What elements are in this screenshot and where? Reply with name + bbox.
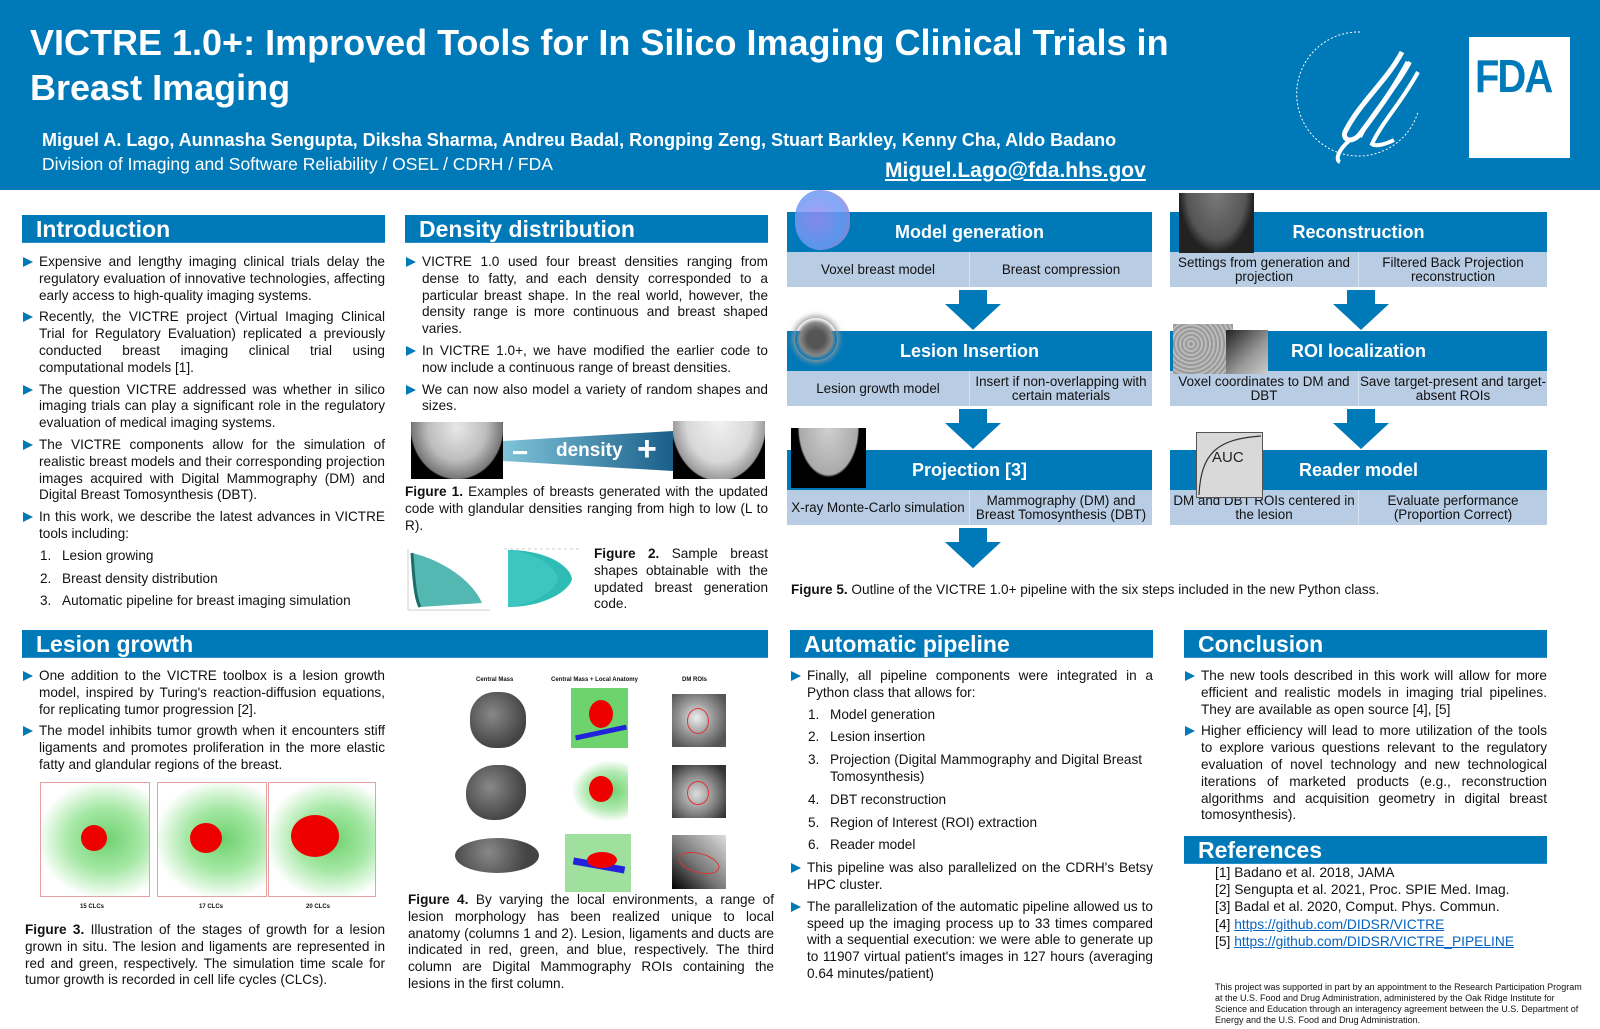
- list-item: 6. Reader model: [808, 837, 916, 853]
- list-item: 5. Region of Interest (ROI) extraction: [808, 814, 1038, 830]
- list-item: 2. Breast density distribution: [40, 570, 218, 586]
- dm-roi-2-image: [672, 765, 726, 818]
- lesion-growth-body: One addition to the VICTRE toolbox is a …: [22, 668, 385, 779]
- bullet: Recently, the VICTRE project (Virtual Im…: [22, 309, 385, 376]
- central-mass-3-image: [455, 838, 539, 873]
- bullet: The question VICTRE addressed was whethe…: [22, 382, 385, 432]
- bullet: Expensive and lengthy imaging clinical t…: [22, 254, 385, 304]
- figure-2-caption: Figure 2. Sample breast shapes obtainabl…: [594, 546, 768, 612]
- list-item: 2. Lesion insertion: [808, 729, 926, 745]
- panel-label: 17 CLCs: [199, 904, 224, 910]
- fda-logo: FDA: [1469, 37, 1570, 158]
- local-anatomy-2-image: [571, 760, 628, 822]
- bullet: One addition to the VICTRE toolbox is a …: [22, 668, 385, 718]
- lesion-growth-heading: Lesion growth: [22, 630, 768, 658]
- bullet: The parallelization of the automatic pip…: [790, 899, 1153, 983]
- panel-label: 15 CLCs: [80, 904, 105, 910]
- lesion-20-clcs-image: [268, 782, 376, 897]
- arrow-down-icon: [945, 290, 1001, 330]
- conclusion-body: The new tools described in this work wil…: [1184, 668, 1547, 829]
- dense-breast-image: [411, 422, 503, 479]
- figure-5-caption: Figure 5. Outline of the VICTRE 1.0+ pip…: [791, 582, 1380, 597]
- list-item: 4. DBT reconstruction: [808, 791, 947, 807]
- bullet: In VICTRE 1.0+, we have modified the ear…: [405, 343, 768, 377]
- lesion-icon: [795, 318, 837, 360]
- introduction-heading: Introduction: [22, 215, 385, 243]
- reference-item: [4] https://github.com/DIDSR/VICTRE: [1215, 916, 1445, 932]
- dm-roi-1-image: [672, 694, 726, 747]
- breast-shape-2-image: [504, 548, 582, 607]
- arrow-down-icon: [1333, 409, 1389, 449]
- bullet: The model inhibits tumor growth when it …: [22, 723, 385, 773]
- arrow-down-icon: [945, 528, 1001, 568]
- breast-shape-1-image: [407, 549, 490, 611]
- density-body: VICTRE 1.0 used four breast densities ra…: [405, 254, 768, 420]
- bullet: VICTRE 1.0 used four breast densities ra…: [405, 254, 768, 338]
- poster-title: VICTRE 1.0+: Improved Tools for In Silic…: [30, 22, 1169, 108]
- column-label: DM ROIs: [682, 677, 708, 683]
- list-item: 3. Automatic pipeline for breast imaging …: [40, 593, 351, 609]
- automatic-pipeline-body: Finally, all pipeline components were in…: [790, 668, 1153, 988]
- auc-curve-icon: AUC: [1196, 432, 1263, 498]
- arrow-down-icon: [945, 409, 1001, 449]
- list-item: 3. Projection (Digital Mammography and Di…: [808, 752, 1143, 784]
- victre-pipeline-repo-link[interactable]: https://github.com/DIDSR/VICTRE_PIPELINE: [1234, 933, 1515, 949]
- list-item: 1. Lesion growing: [40, 547, 154, 563]
- reconstruction-image: [1179, 193, 1254, 253]
- lesion-15-clcs-image: [40, 782, 150, 897]
- reference-item: [5] https://github.com/DIDSR/VICTRE_PIPE…: [1215, 933, 1515, 949]
- references-list: [1] Badano et al. 2018, JAMA [2] Sengupt…: [1215, 864, 1514, 950]
- bullet: The VICTRE components allow for the simu…: [22, 437, 385, 504]
- reference-item: [1] Badano et al. 2018, JAMA: [1215, 865, 1395, 880]
- roi-image-2: [1226, 330, 1268, 374]
- figure-1-caption: Figure 1. Examples of breasts generated …: [405, 484, 768, 533]
- acknowledgement: This project was supported in part by an…: [1215, 982, 1582, 1025]
- victre-repo-link[interactable]: https://github.com/DIDSR/VICTRE: [1234, 916, 1445, 932]
- pipeline-step-lesion-insertion: Lesion Insertion Lesion growth model Inse…: [787, 331, 1152, 406]
- lesion-17-clcs-image: [157, 782, 267, 897]
- plus-icon: +: [637, 430, 657, 468]
- local-anatomy-1-image: [571, 688, 628, 748]
- hhs-seal-icon: [1296, 31, 1420, 164]
- reference-item: [2] Sengupta et al. 2021, Proc. SPIE Med…: [1215, 882, 1510, 898]
- reference-item: [3] Badal et al. 2020, Comput. Phys. Com…: [1215, 899, 1500, 915]
- projection-image: [791, 428, 866, 488]
- figure-3-caption: Figure 3. Illustration of the stages of …: [25, 922, 386, 988]
- dm-roi-3-image: [672, 835, 726, 889]
- column-label: Central Mass + Local Anatomy: [551, 677, 638, 683]
- references-heading: References: [1184, 836, 1547, 864]
- header-banner: VICTRE 1.0+: Improved Tools for In Silic…: [0, 0, 1600, 190]
- breast-model-icon: [795, 190, 850, 250]
- local-anatomy-3-image: [565, 834, 631, 892]
- bullet: In this work, we describe the latest adv…: [22, 509, 385, 543]
- fatty-breast-image: [673, 421, 765, 479]
- automatic-pipeline-heading: Automatic pipeline: [790, 630, 1153, 658]
- density-heading: Density distribution: [405, 215, 768, 243]
- bullet: This pipeline was also parallelized on t…: [790, 860, 1153, 894]
- introduction-body: Expensive and lengthy imaging clinical t…: [22, 254, 385, 616]
- central-mass-1-image: [470, 692, 526, 748]
- conclusion-heading: Conclusion: [1184, 630, 1547, 658]
- minus-icon: −: [512, 437, 529, 468]
- bullet: We can now also model a variety of rando…: [405, 382, 768, 416]
- affiliation: Division of Imaging and Software Reliabi…: [42, 154, 553, 174]
- central-mass-2-image: [466, 765, 526, 820]
- roi-image-1: [1173, 324, 1233, 374]
- bullet: Higher efficiency will lead to more util…: [1184, 723, 1547, 824]
- bullet: The new tools described in this work wil…: [1184, 668, 1547, 718]
- bullet: Finally, all pipeline components were in…: [790, 668, 1153, 702]
- figure-4-caption: Figure 4. By varying the local environme…: [408, 892, 774, 991]
- column-label: Central Mass: [476, 677, 514, 683]
- density-label: density: [556, 440, 623, 461]
- email-link[interactable]: Miguel.Lago@fda.hhs.gov: [885, 159, 1146, 182]
- authors: Miguel A. Lago, Aunnasha Sengupta, Diksh…: [42, 130, 1117, 150]
- arrow-down-icon: [1333, 290, 1389, 330]
- panel-label: 20 CLCs: [306, 904, 331, 910]
- list-item: 1. Model generation: [808, 706, 936, 722]
